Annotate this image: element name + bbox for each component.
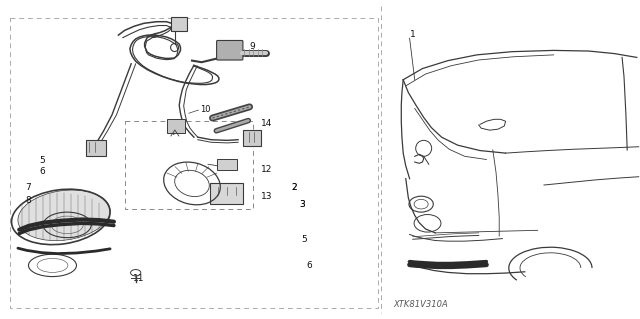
FancyBboxPatch shape [243, 130, 261, 146]
Text: 5: 5 [301, 235, 307, 244]
Text: 11: 11 [133, 274, 145, 283]
Bar [10, 18, 378, 308]
Text: 8: 8 [26, 196, 31, 204]
Text: 4: 4 [170, 128, 175, 137]
Text: 13: 13 [261, 192, 273, 201]
FancyBboxPatch shape [167, 119, 185, 133]
FancyBboxPatch shape [216, 41, 243, 60]
Text: 5: 5 [40, 156, 45, 165]
Text: 3: 3 [300, 200, 305, 209]
Text: 6: 6 [40, 167, 45, 176]
Text: 2: 2 [291, 183, 297, 192]
Text: 6: 6 [306, 261, 312, 270]
Text: 3: 3 [300, 200, 305, 209]
FancyBboxPatch shape [171, 17, 187, 31]
FancyBboxPatch shape [210, 182, 243, 204]
Bar [125, 121, 253, 209]
Text: 14: 14 [261, 119, 273, 128]
FancyBboxPatch shape [216, 159, 237, 170]
Ellipse shape [18, 190, 110, 241]
Text: XTK81V310A: XTK81V310A [394, 300, 449, 309]
Text: 2: 2 [291, 183, 297, 192]
Text: 9: 9 [250, 42, 255, 51]
Text: 7: 7 [26, 183, 31, 192]
Text: 1: 1 [410, 30, 415, 39]
FancyBboxPatch shape [86, 140, 106, 156]
Text: 10: 10 [200, 105, 211, 114]
Text: 12: 12 [261, 165, 273, 174]
